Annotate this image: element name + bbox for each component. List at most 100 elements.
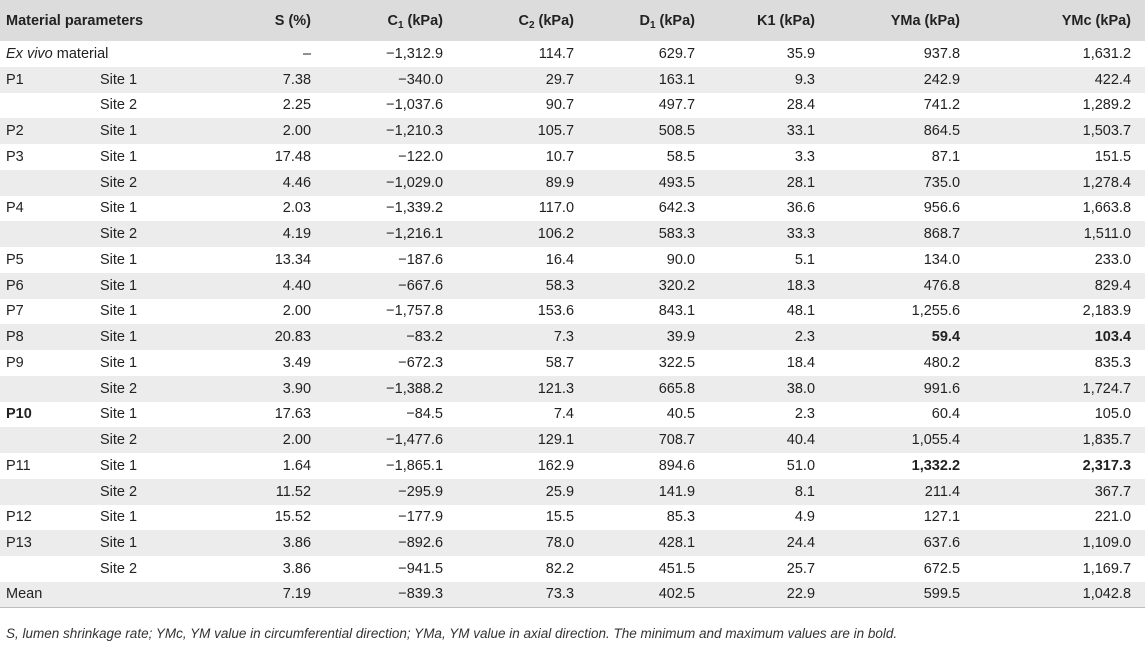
- cell-d1: 40.5: [666, 406, 696, 423]
- cell-yma: 242.9: [923, 71, 961, 88]
- cell-s: 3.86: [282, 560, 312, 577]
- cell-patient: P2: [6, 123, 24, 140]
- cell-patient: [0, 170, 88, 196]
- cell-site: Site 2: [100, 432, 138, 449]
- table-row: Site 2 4.46 −1,029.0 89.9 493.5 28.1 735.0 1,27…: [0, 169, 1145, 196]
- cell-ymc: 151.5: [1094, 148, 1132, 165]
- table-row: P13 Site 1 3.86 −892.6 78.0 428.1 24.4 637.6 1,1…: [0, 530, 1145, 556]
- table-row: P7 Site 1 2.00 −1,757.8 153.6 843.1 48.1 1,255.…: [0, 299, 1145, 325]
- table-row-mean: Mean 7.19 −839.3 73.3 402.5 22.9 599.5 1,042.8: [0, 581, 1145, 608]
- cell-site: Site 1: [100, 71, 138, 88]
- cell-c2: 89.9: [545, 174, 575, 191]
- cell-c2: 58.7: [545, 354, 575, 371]
- cell-c2: 117.0: [538, 200, 575, 217]
- table-row: P6 Site 1 4.40 −667.6 58.3 320.2 18.3 476.8 829.…: [0, 272, 1145, 299]
- cell-ymc: 2,317.3: [1082, 457, 1132, 474]
- cell-site: Site 1: [100, 406, 138, 423]
- cell-yma: 480.2: [923, 354, 961, 371]
- cell-k1: 5.1: [794, 251, 816, 268]
- cell-k1: 9.3: [794, 71, 816, 88]
- cell-d1: 629.7: [658, 45, 696, 62]
- cell-c1: −187.6: [398, 251, 444, 268]
- cell-c2: 162.9: [537, 457, 575, 474]
- cell-c1: −1,216.1: [386, 226, 444, 243]
- cell-c1: −177.9: [398, 509, 444, 526]
- cell-d1: 451.5: [658, 560, 696, 577]
- cell-patient: P8: [6, 329, 24, 346]
- cell-d1: 322.5: [658, 354, 696, 371]
- cell-site: Site 2: [100, 97, 138, 114]
- cell-c1: −84.5: [406, 406, 444, 423]
- cell-ymc: 1,631.2: [1082, 45, 1132, 62]
- cell-s: 3.49: [282, 354, 312, 371]
- cell-d1: 163.1: [658, 71, 696, 88]
- cell-k1: 28.1: [786, 174, 816, 191]
- cell-k1: 33.3: [786, 226, 816, 243]
- cell-c1: −1,388.2: [386, 380, 444, 397]
- cell-c2: 129.1: [537, 432, 575, 449]
- cell-site: Site 1: [100, 509, 138, 526]
- header-ymc: YMc (kPa): [1061, 12, 1132, 29]
- cell-d1: 508.5: [658, 123, 696, 140]
- cell-site: Site 1: [100, 457, 138, 474]
- table-header-row: Material parameters S (%) C1 (kPa) C2 (k…: [0, 0, 1145, 41]
- cell-s: 7.19: [253, 581, 326, 608]
- cell-d1: 428.1: [658, 535, 696, 552]
- cell-patient: [0, 376, 88, 402]
- cell-c2: 114.7: [538, 45, 575, 62]
- cell-patient: P5: [6, 251, 24, 268]
- cell-ymc: 1,109.0: [1082, 535, 1132, 552]
- cell-yma: 1,255.6: [911, 303, 961, 320]
- cell-s: 1.64: [282, 457, 312, 474]
- table-row: P12 Site 1 15.52 −177.9 15.5 85.3 4.9 127.1 221.…: [0, 505, 1145, 531]
- cell-ymc: 1,169.7: [1082, 560, 1132, 577]
- table-row: Site 2 11.52 −295.9 25.9 141.9 8.1 211.4 367.7: [0, 478, 1145, 505]
- cell-yma: 87.1: [931, 148, 961, 165]
- cell-patient: [0, 556, 88, 582]
- cell-d1: 320.2: [658, 277, 696, 294]
- cell-s: 17.63: [274, 406, 312, 423]
- cell-patient: P4: [6, 200, 24, 217]
- cell-c2: 29.7: [545, 71, 575, 88]
- cell-patient: [0, 427, 88, 453]
- cell-yma: 868.7: [923, 226, 961, 243]
- cell-ymc: 422.4: [1094, 71, 1132, 88]
- cell-c2: 153.6: [537, 303, 575, 320]
- cell-yma: 60.4: [931, 406, 961, 423]
- material-parameters-table: Material parameters S (%) C1 (kPa) C2 (k…: [0, 0, 1145, 608]
- cell-s: 2.03: [282, 200, 312, 217]
- table-row: P10 Site 1 17.63 −84.5 7.4 40.5 2.3 60.4 105.0: [0, 402, 1145, 428]
- cell-c2: 25.9: [545, 483, 575, 500]
- header-k1: K1 (kPa): [756, 12, 816, 29]
- cell-c1: −1,477.6: [386, 432, 444, 449]
- cell-yma: 476.8: [923, 277, 961, 294]
- cell-c2: 121.3: [537, 380, 575, 397]
- cell-c1: −1,029.0: [386, 174, 444, 191]
- cell-c2: 105.7: [537, 123, 575, 140]
- cell-c1: −941.5: [398, 560, 444, 577]
- cell-s: 2.00: [282, 303, 312, 320]
- cell-yma: 937.8: [923, 45, 961, 62]
- cell-d1: 39.9: [666, 329, 696, 346]
- cell-ymc: 1,835.7: [1082, 432, 1132, 449]
- cell-d1: 402.5: [588, 581, 710, 608]
- table-row: P11 Site 1 1.64 −1,865.1 162.9 894.6 51.0 1,332…: [0, 453, 1145, 479]
- cell-s: 2.25: [282, 97, 312, 114]
- cell-patient: P7: [6, 303, 24, 320]
- table-row: Site 2 4.19 −1,216.1 106.2 583.3 33.3 868.7 1,5…: [0, 221, 1145, 247]
- cell-ymc: 367.7: [1094, 483, 1132, 500]
- cell-patient: P6: [6, 277, 24, 294]
- cell-c1: −839.3: [325, 581, 458, 608]
- cell-c1: −667.6: [398, 277, 444, 294]
- cell-s: 4.19: [282, 226, 312, 243]
- cell-d1: 90.0: [666, 251, 696, 268]
- cell-yma: 127.1: [923, 509, 961, 526]
- cell-c2: 73.3: [457, 581, 589, 608]
- cell-site: Site 1: [100, 200, 138, 217]
- cell-s: 15.52: [274, 509, 312, 526]
- cell-d1: 843.1: [658, 303, 696, 320]
- cell-k1: 35.9: [786, 45, 816, 62]
- cell-site: Site 2: [100, 226, 138, 243]
- cell-site: Site 2: [100, 483, 138, 500]
